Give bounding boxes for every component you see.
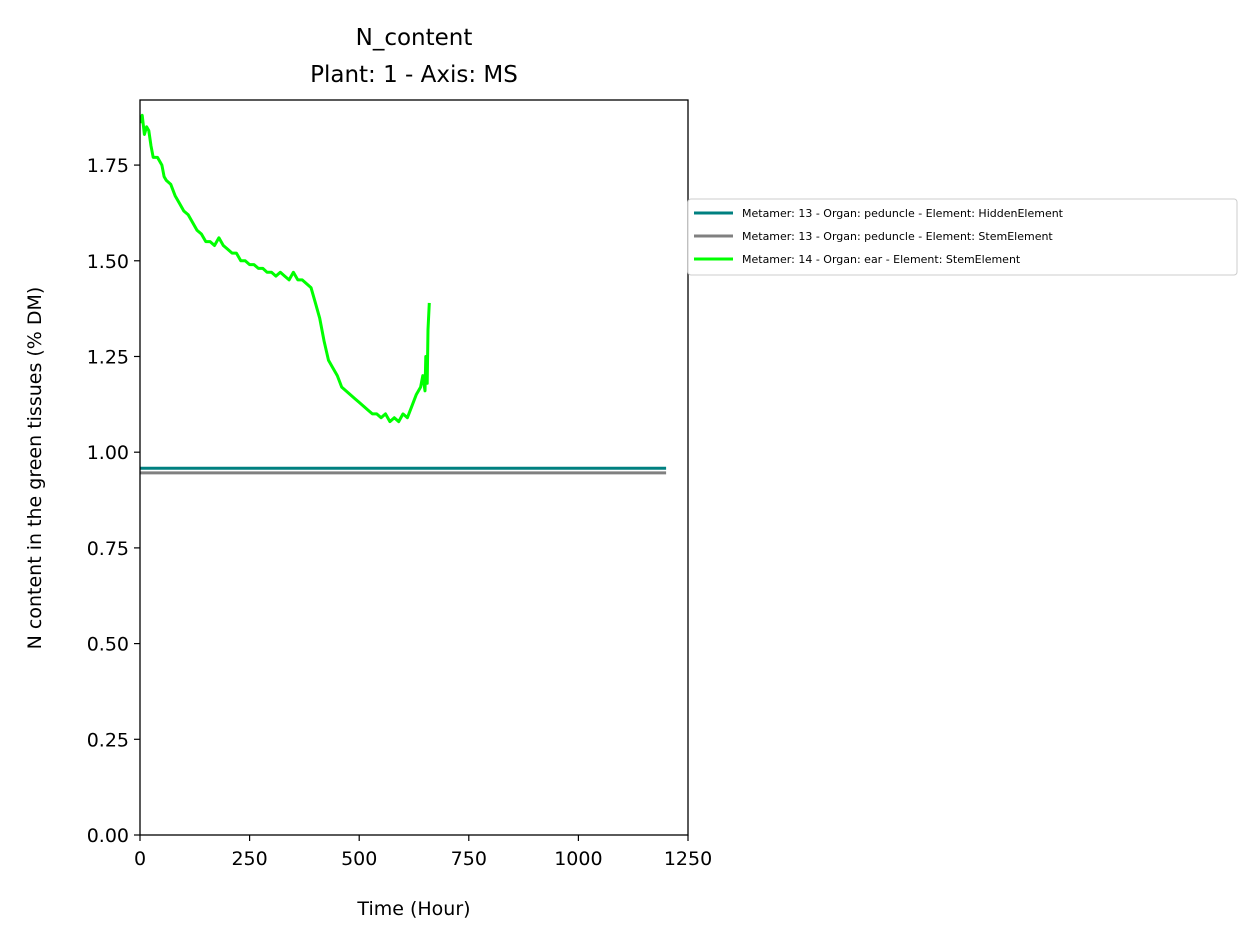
x-tick-label: 1250	[664, 848, 712, 870]
legend-label-2: Metamer: 13 - Organ: peduncle - Element:…	[742, 230, 1053, 243]
legend-label-1: Metamer: 13 - Organ: peduncle - Element:…	[742, 207, 1064, 220]
x-tick-label: 0	[134, 848, 146, 870]
y-tick-label: 0.50	[87, 634, 129, 656]
chart-title: N_content	[356, 25, 473, 51]
plot-frame	[139, 99, 689, 836]
x-axis: 0 250 500 750 1000 1250	[134, 835, 712, 870]
y-tick-label: 0.00	[87, 825, 129, 847]
y-tick-label: 0.25	[87, 729, 129, 751]
y-tick-label: 1.25	[87, 346, 129, 368]
y-tick-label: 1.00	[87, 442, 129, 464]
y-tick-label: 1.50	[87, 251, 129, 273]
legend: Metamer: 13 - Organ: peduncle - Element:…	[687, 198, 1238, 276]
chart-subtitle: Plant: 1 - Axis: MS	[310, 62, 518, 88]
y-tick-label: 1.75	[87, 155, 129, 177]
x-axis-label: Time (Hour)	[356, 898, 470, 920]
x-tick-label: 1000	[554, 848, 602, 870]
x-tick-label: 500	[341, 848, 377, 870]
legend-frame	[687, 198, 1238, 276]
series-group	[140, 113, 667, 475]
y-tick-label: 0.75	[87, 538, 129, 560]
y-axis: 0.00 0.25 0.50 0.75 1.00 1.25 1.50 1.75	[87, 155, 140, 847]
series-line-3	[140, 113, 431, 424]
legend-label-3: Metamer: 14 - Organ: ear - Element: Stem…	[742, 253, 1021, 266]
x-tick-label: 750	[451, 848, 487, 870]
x-tick-label: 250	[231, 848, 267, 870]
y-axis-label: N content in the green tissues (% DM)	[24, 287, 46, 650]
